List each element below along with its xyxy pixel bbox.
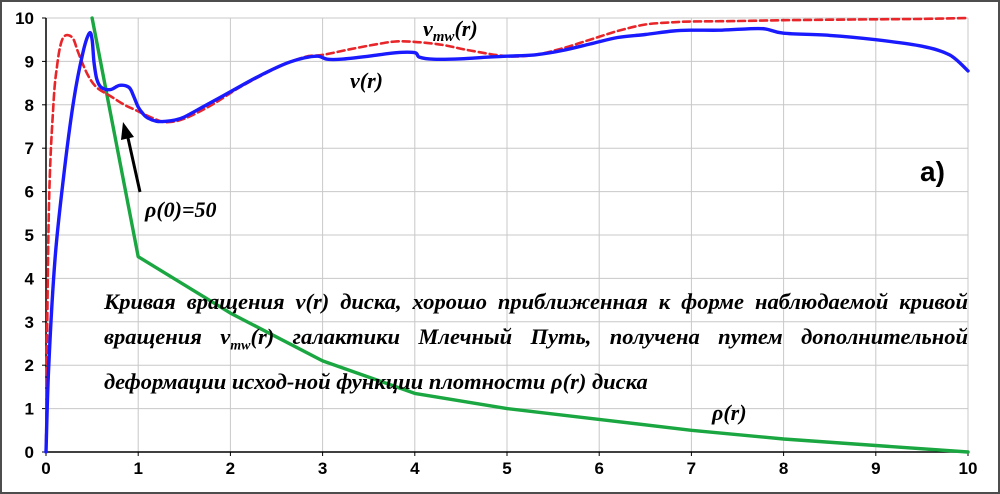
- x-tick-label: 4: [410, 459, 420, 478]
- vmw-label-tail: (r): [454, 16, 477, 41]
- y-tick-label: 7: [25, 139, 34, 158]
- caption-part1: Кривая вращения v(r) диска, хорошо прибл…: [104, 289, 968, 349]
- caption-part2: (r) галактики Млечный Путь, получена пут…: [104, 324, 968, 394]
- rho0-label: ρ(0)=50: [144, 197, 217, 222]
- y-tick-label: 8: [25, 96, 34, 115]
- v-label: v(r): [350, 68, 383, 93]
- panel-label: а): [920, 156, 945, 187]
- series-line-v: [44, 26, 970, 454]
- series-lines: [44, 16, 970, 454]
- vmw-label-main: v: [423, 16, 433, 41]
- x-tick-label: 5: [502, 459, 511, 478]
- y-tick-label: 0: [25, 443, 34, 462]
- grid: [46, 17, 969, 452]
- x-tick-label: 7: [687, 459, 696, 478]
- caption-sub: mw: [230, 338, 251, 354]
- series-line-rho: [90, 16, 970, 454]
- y-tick-label: 2: [25, 356, 34, 375]
- vmw-label-sub: mw: [433, 29, 456, 45]
- x-tick-label: 9: [871, 459, 880, 478]
- x-tick-label: 8: [779, 459, 788, 478]
- y-tick-label: 5: [25, 226, 34, 245]
- caption: Кривая вращения v(r) диска, хорошо прибл…: [104, 284, 968, 399]
- rho0-arrow-shaft: [126, 137, 142, 193]
- x-tick-label: 0: [41, 459, 50, 478]
- vmw-label: vmw(r): [423, 16, 478, 45]
- rho0-arrow-head: [121, 122, 134, 140]
- y-tick-label: 4: [25, 269, 35, 288]
- tick-labels: 0 1 2 3 4 5 6 7 8 9 10 0 1 2 3 4 5 6 7 8 9 10: [15, 9, 977, 478]
- y-tick-label: 6: [25, 183, 34, 202]
- x-tick-label: 10: [959, 459, 978, 478]
- x-tick-label: 1: [133, 459, 142, 478]
- y-tick-label: 10: [15, 9, 34, 28]
- x-tick-label: 3: [318, 459, 327, 478]
- x-tick-label: 6: [594, 459, 603, 478]
- y-tick-label: 9: [25, 52, 34, 71]
- y-tick-label: 1: [25, 400, 34, 419]
- y-tick-label: 3: [25, 313, 34, 332]
- x-tick-label: 2: [226, 459, 235, 478]
- rho-label: ρ(r): [711, 400, 747, 425]
